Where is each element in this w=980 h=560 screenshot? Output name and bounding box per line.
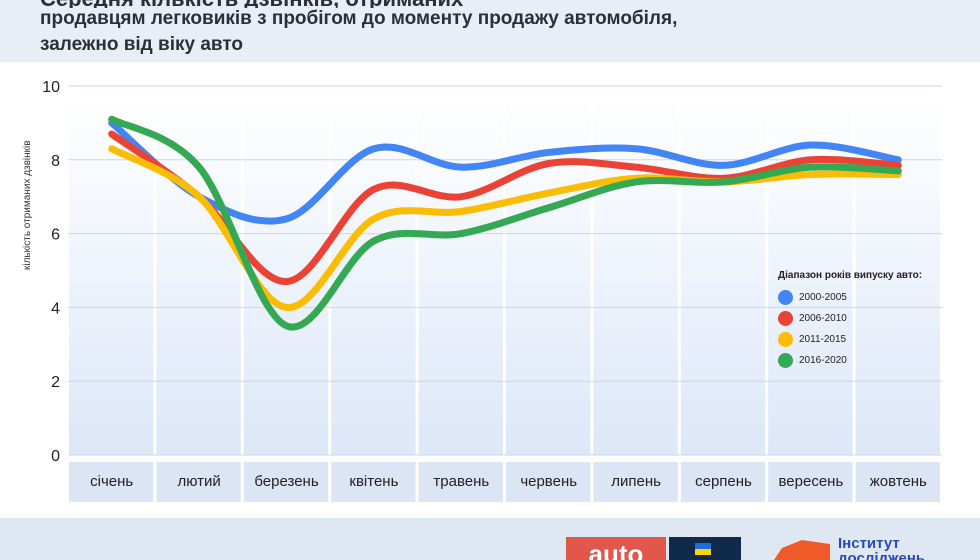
y-axis-title: кількість отриманих дзвінків xyxy=(22,140,33,270)
category-box xyxy=(680,462,766,502)
legend: Діапазон років випуску авто: 2000-2005 20… xyxy=(778,270,922,371)
y-tick-label: 0 xyxy=(51,448,60,465)
institute-logo-text: Інститут досліджень xyxy=(838,536,926,560)
legend-item: 2011-2015 xyxy=(778,329,922,350)
chart-subtitle: продавцям легковиків з пробігом до момен… xyxy=(40,6,940,58)
x-tick-label: січень xyxy=(90,473,133,490)
category-box xyxy=(418,462,503,502)
x-tick-label: лютий xyxy=(177,473,220,490)
legend-dot-icon xyxy=(778,290,793,305)
chart-title-partial: Середня кількість дзвінків, отриманих xyxy=(40,0,690,8)
legend-title: Діапазон років випуску авто: xyxy=(778,270,923,281)
institute-flag-icon xyxy=(772,538,832,560)
x-tick-label: березень xyxy=(254,473,318,490)
column-band xyxy=(593,98,678,455)
legend-dot-icon xyxy=(778,353,793,368)
ukraine-flag-logo xyxy=(669,537,741,560)
series-line-2016-2020 xyxy=(108,115,902,331)
series-line-2000-2005 xyxy=(108,119,902,225)
legend-label: 2016-2020 xyxy=(799,355,847,366)
x-tick-label: вересень xyxy=(779,473,844,490)
y-tick-label: 8 xyxy=(51,153,60,170)
y-tick-label: 4 xyxy=(51,300,60,317)
category-box xyxy=(855,462,940,502)
header: Середня кількість дзвінків, отриманих пр… xyxy=(0,0,980,62)
legend-item: 2006-2010 xyxy=(778,308,922,329)
flag-blue-stripe xyxy=(695,543,711,549)
auto-logo: auto xyxy=(566,537,666,560)
column-band xyxy=(243,98,329,455)
subtitle-line-2: залежно від віку авто xyxy=(40,34,243,55)
y-tick-label: 10 xyxy=(42,79,60,96)
x-tick-label: серпень xyxy=(695,473,752,490)
legend-item: 2016-2020 xyxy=(778,350,922,371)
flag-yellow-stripe xyxy=(695,549,711,555)
category-box xyxy=(243,462,329,502)
legend-label: 2011-2015 xyxy=(799,334,847,345)
category-box xyxy=(69,462,154,502)
legend-dot-icon xyxy=(778,311,793,326)
legend-dot-icon xyxy=(778,332,793,347)
column-band xyxy=(418,98,503,455)
y-tick-label: 2 xyxy=(51,374,60,391)
footer xyxy=(0,518,980,560)
x-tick-label: жовтень xyxy=(870,473,927,490)
x-tick-label: червень xyxy=(520,473,577,490)
legend-item: 2000-2005 xyxy=(778,287,922,308)
x-tick-label: квітень xyxy=(349,473,398,490)
category-box xyxy=(156,462,241,502)
category-box xyxy=(331,462,416,502)
y-tick-label: 6 xyxy=(51,227,60,244)
legend-label: 2006-2010 xyxy=(799,313,847,324)
category-box xyxy=(506,462,591,502)
x-tick-label: травень xyxy=(433,473,489,490)
subtitle-line-1: продавцям легковиків з пробігом до момен… xyxy=(40,8,678,29)
category-box xyxy=(593,462,678,502)
column-band xyxy=(680,98,766,455)
line-chart: січень лютий березень квітень травень червень… xyxy=(42,79,942,502)
column-band xyxy=(156,98,241,455)
x-tick-label: липень xyxy=(611,473,661,490)
category-box xyxy=(768,462,853,502)
legend-label: 2000-2005 xyxy=(799,292,847,303)
